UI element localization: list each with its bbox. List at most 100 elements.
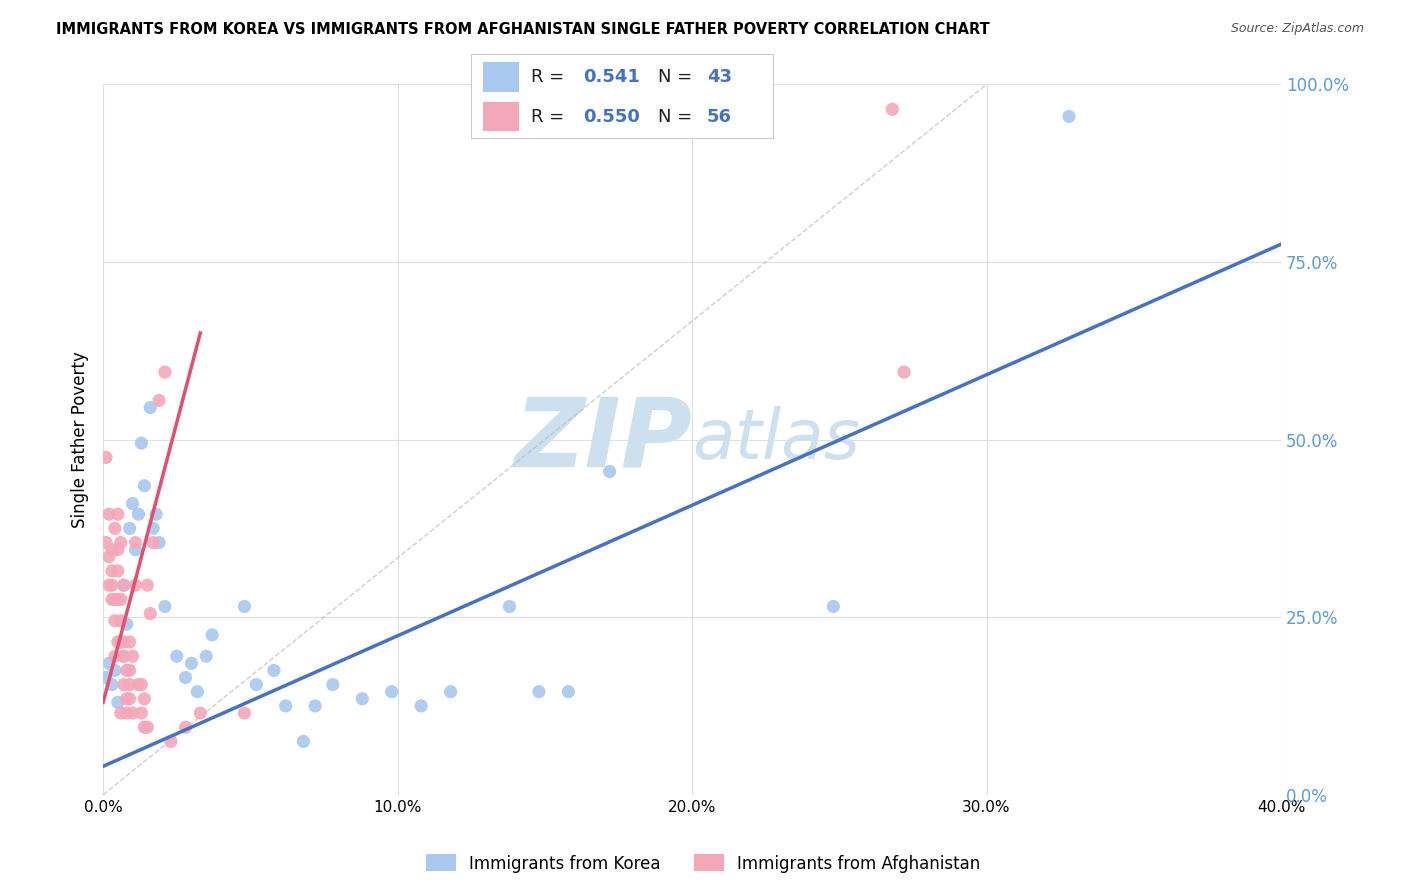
Point bbox=[118, 521, 141, 535]
Point bbox=[527, 684, 550, 698]
Point bbox=[823, 599, 845, 614]
Y-axis label: Single Father Poverty: Single Father Poverty bbox=[72, 351, 89, 528]
Text: Source: ZipAtlas.com: Source: ZipAtlas.com bbox=[1230, 22, 1364, 36]
Point bbox=[292, 734, 315, 748]
Point bbox=[136, 720, 159, 734]
Point bbox=[115, 706, 138, 720]
Point bbox=[118, 677, 141, 691]
Bar bbox=[484, 102, 519, 131]
Point bbox=[98, 507, 121, 521]
Text: N =: N = bbox=[658, 69, 699, 87]
Point bbox=[104, 614, 127, 628]
Point bbox=[112, 649, 135, 664]
Point bbox=[153, 365, 176, 379]
Point bbox=[134, 479, 156, 493]
Point bbox=[115, 691, 138, 706]
Point bbox=[98, 549, 121, 564]
Point bbox=[148, 393, 170, 408]
Point bbox=[98, 657, 121, 671]
Point bbox=[124, 542, 146, 557]
Point bbox=[101, 578, 124, 592]
Point bbox=[104, 664, 127, 678]
Point bbox=[110, 635, 132, 649]
Point bbox=[124, 578, 146, 592]
Point bbox=[127, 677, 149, 691]
Point bbox=[893, 365, 915, 379]
Point bbox=[245, 677, 267, 691]
Point bbox=[127, 507, 149, 521]
Point bbox=[153, 599, 176, 614]
Point bbox=[107, 564, 129, 578]
Point bbox=[112, 677, 135, 691]
Point bbox=[411, 698, 433, 713]
Point bbox=[160, 734, 183, 748]
Point bbox=[118, 691, 141, 706]
Point bbox=[304, 698, 326, 713]
Point bbox=[131, 677, 153, 691]
Point bbox=[180, 657, 202, 671]
Point bbox=[599, 465, 621, 479]
Text: 43: 43 bbox=[707, 69, 731, 87]
Point bbox=[498, 599, 520, 614]
Bar bbox=[484, 62, 519, 92]
Point bbox=[381, 684, 404, 698]
Point bbox=[352, 691, 374, 706]
Point bbox=[110, 614, 132, 628]
Point bbox=[110, 535, 132, 549]
Point bbox=[121, 649, 143, 664]
Text: R =: R = bbox=[531, 108, 571, 126]
Point bbox=[263, 664, 285, 678]
Point bbox=[110, 592, 132, 607]
Point bbox=[274, 698, 297, 713]
Text: atlas: atlas bbox=[692, 406, 860, 473]
Point bbox=[134, 691, 156, 706]
Point bbox=[121, 706, 143, 720]
Text: N =: N = bbox=[658, 108, 699, 126]
Point bbox=[112, 649, 135, 664]
Point bbox=[112, 578, 135, 592]
Point bbox=[882, 103, 904, 117]
Point bbox=[94, 535, 117, 549]
Point bbox=[131, 436, 153, 450]
Point bbox=[115, 617, 138, 632]
Point bbox=[201, 628, 224, 642]
Point bbox=[134, 720, 156, 734]
Point bbox=[107, 592, 129, 607]
Point bbox=[110, 635, 132, 649]
Legend: Immigrants from Korea, Immigrants from Afghanistan: Immigrants from Korea, Immigrants from A… bbox=[419, 847, 987, 880]
Point bbox=[439, 684, 461, 698]
Text: IMMIGRANTS FROM KOREA VS IMMIGRANTS FROM AFGHANISTAN SINGLE FATHER POVERTY CORRE: IMMIGRANTS FROM KOREA VS IMMIGRANTS FROM… bbox=[56, 22, 990, 37]
Point bbox=[136, 578, 159, 592]
Point bbox=[94, 671, 117, 685]
Point bbox=[139, 401, 162, 415]
Text: 0.541: 0.541 bbox=[583, 69, 640, 87]
Point bbox=[115, 664, 138, 678]
Text: R =: R = bbox=[531, 69, 571, 87]
Point bbox=[104, 649, 127, 664]
Point bbox=[322, 677, 344, 691]
Point bbox=[104, 521, 127, 535]
Point bbox=[148, 535, 170, 549]
Point bbox=[557, 684, 579, 698]
Point bbox=[118, 664, 141, 678]
Text: 0.550: 0.550 bbox=[583, 108, 640, 126]
Point bbox=[98, 578, 121, 592]
Text: ZIP: ZIP bbox=[515, 393, 692, 486]
Point bbox=[107, 542, 129, 557]
Point bbox=[174, 720, 197, 734]
Point bbox=[118, 635, 141, 649]
Point bbox=[145, 507, 167, 521]
Point bbox=[101, 542, 124, 557]
Point bbox=[107, 507, 129, 521]
Point bbox=[112, 578, 135, 592]
Point bbox=[94, 450, 117, 465]
Point bbox=[131, 706, 153, 720]
Point bbox=[188, 706, 211, 720]
Point bbox=[101, 564, 124, 578]
Point bbox=[195, 649, 218, 664]
Point bbox=[107, 635, 129, 649]
Point bbox=[107, 695, 129, 709]
Point bbox=[166, 649, 188, 664]
Point bbox=[142, 521, 165, 535]
Point bbox=[233, 706, 256, 720]
